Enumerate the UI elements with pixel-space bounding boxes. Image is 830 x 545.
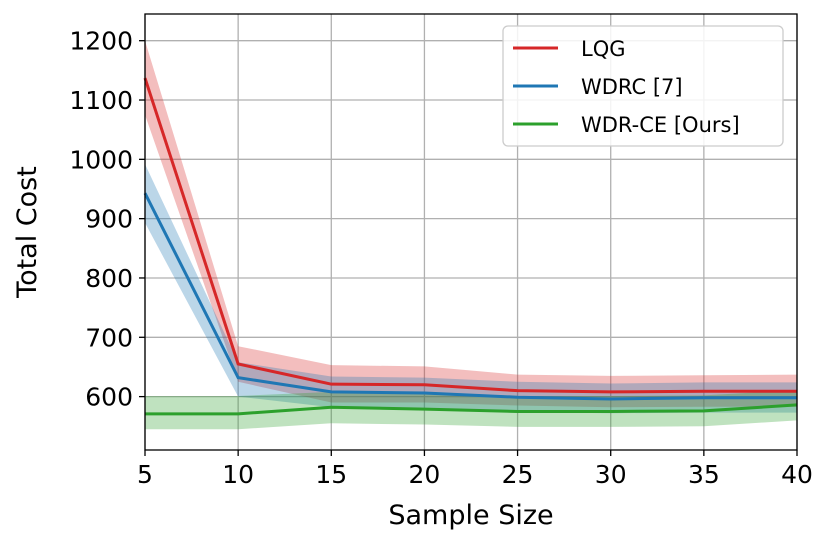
x-tick-label: 25 [502,460,534,489]
x-tick-label: 35 [688,460,720,489]
line-series-1 [143,192,797,401]
legend-box [502,25,784,147]
band-series-1 [145,164,797,414]
axis-ticks: 5 10 15 20 25 30 35 40 600 700 800 900 1000 1100 1200 [69,27,813,489]
y-tick-label: 1200 [69,27,133,56]
x-tick-label: 5 [137,460,153,489]
y-tick-label: 600 [85,383,133,412]
y-tick-label: 700 [85,323,133,352]
x-tick-label: 15 [315,460,347,489]
legend-label-2: WDR-CE [Ours] [581,113,740,137]
x-tick-label: 20 [409,460,441,489]
y-tick-label: 800 [85,264,133,293]
y-tick-label: 900 [85,205,133,234]
line-series-0 [143,77,797,394]
y-axis-label: Total Cost [12,166,43,299]
y-tick-label: 1000 [69,145,133,174]
legend: LQG WDRC [7] WDR-CE [Ours] [502,25,784,147]
legend-label-0: LQG [581,37,626,61]
legend-label-1: WDRC [7] [581,75,683,99]
line-series-2 [145,403,798,416]
plot-area-frame [144,13,798,451]
x-tick-label: 10 [222,460,254,489]
series-lines [143,77,798,416]
y-tick-label: 1100 [69,86,133,115]
x-axis-label: Sample Size [388,500,553,531]
x-tick-label: 30 [595,460,627,489]
x-tick-label: 40 [781,460,813,489]
